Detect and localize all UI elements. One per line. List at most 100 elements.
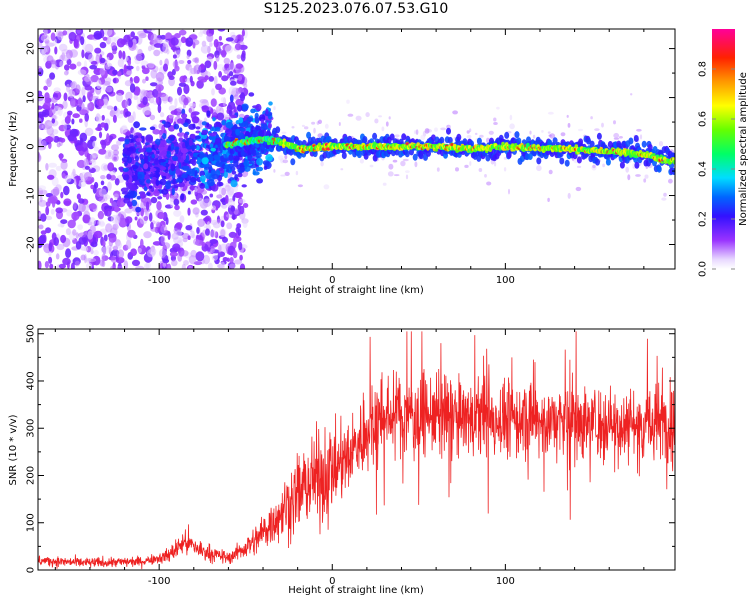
heatmap-cell [413, 130, 417, 135]
heatmap-cell [153, 189, 160, 197]
heatmap-cell [103, 96, 109, 106]
heatmap-cell [39, 46, 48, 55]
heatmap-cell [67, 110, 73, 116]
heatmap-cell [63, 123, 67, 132]
heatmap-cell [149, 114, 156, 121]
heatmap-cell [166, 151, 172, 158]
chart-title: S125.2023.076.07.53.G10 [263, 1, 449, 17]
heatmap-cell [211, 254, 218, 261]
heatmap-cell [256, 178, 263, 184]
heatmap-cell [98, 148, 107, 155]
heatmap-cell [213, 60, 218, 70]
heatmap-cell [158, 212, 165, 220]
heatmap-cell [113, 105, 118, 111]
heatmap-cell [40, 34, 50, 42]
heatmap-cell [509, 114, 513, 121]
heatmap-cell [318, 119, 322, 125]
heatmap-cell [254, 125, 262, 131]
heatmap-cell [216, 194, 223, 199]
heatmap-cell [577, 165, 582, 168]
heatmap-cell [338, 122, 341, 126]
heatmap-cell [389, 133, 395, 141]
heatmap-cell [79, 118, 83, 123]
heatmap-cell [414, 161, 418, 168]
heatmap-cell [67, 219, 76, 229]
colorbar-gradient [712, 29, 735, 269]
heatmap-cell [39, 234, 46, 245]
heatmap-cell [170, 197, 174, 208]
heatmap-cell [90, 241, 98, 248]
heatmap-cell [169, 114, 174, 120]
heatmap-cell [179, 215, 185, 223]
heatmap-cell [249, 160, 255, 164]
heatmap-cell [601, 122, 604, 128]
heatmap-cell [225, 37, 234, 42]
heatmap-cell [137, 174, 143, 179]
heatmap-cell [77, 97, 83, 107]
heatmap-cell [104, 29, 113, 37]
heatmap-cell [119, 125, 128, 134]
heatmap-cell [188, 255, 197, 265]
heatmap-cell [241, 103, 249, 111]
heatmap-cell [404, 150, 410, 158]
heatmap-cell [72, 113, 80, 119]
heatmap-cell [90, 177, 95, 183]
heatmap-cell [95, 115, 103, 123]
heatmap-cell [140, 60, 149, 67]
heatmap-cell [243, 160, 250, 167]
heatmap-cell [313, 127, 316, 134]
heatmap-cell [173, 209, 182, 217]
heatmap-cell [220, 229, 226, 237]
heatmap-cell [93, 30, 103, 40]
heatmap-cell [324, 123, 329, 129]
heatmap-cell [181, 113, 188, 119]
heatmap-cell [221, 49, 227, 58]
heatmap-cell [45, 201, 51, 207]
heatmap-cell [65, 228, 71, 236]
heatmap-cell [189, 75, 193, 83]
heatmap-cell [369, 164, 374, 168]
heatmap-cell [73, 38, 79, 49]
heatmap-cell [244, 130, 250, 138]
heatmap-cell [62, 257, 71, 265]
heatmap-cell [98, 188, 107, 197]
heatmap-cell [221, 75, 229, 82]
heatmap-cell [153, 49, 161, 57]
heatmap-cell [387, 171, 394, 177]
heatmap-cell [618, 136, 623, 139]
heatmap-cell [263, 165, 268, 170]
heatmap-cell [143, 215, 149, 221]
heatmap-cell [434, 127, 438, 132]
heatmap-cell [476, 137, 482, 145]
heatmap-cell [236, 104, 243, 112]
heatmap-cell [532, 134, 536, 139]
heatmap-cell [547, 131, 551, 134]
heatmap-cell [56, 243, 65, 251]
heatmap-cell [567, 192, 571, 199]
heatmap-cell [559, 157, 565, 165]
heatmap-cell [162, 242, 171, 250]
heatmap-cell [147, 62, 155, 69]
heatmap-cell [215, 83, 223, 91]
heatmap-cell [152, 88, 159, 98]
heatmap-cell [261, 129, 267, 137]
heatmap-cell [284, 154, 288, 160]
heatmap-cell [77, 203, 86, 213]
heatmap-cell [216, 112, 225, 121]
heatmap-cell [101, 140, 107, 150]
snr-x-tick-label: 0 [329, 576, 335, 587]
heatmap-cell [84, 85, 93, 91]
heatmap-cell [38, 224, 44, 230]
heatmap-cell [193, 65, 197, 75]
heatmap-cell [222, 257, 228, 262]
heatmap-cell [202, 254, 210, 265]
heatmap-cell [38, 105, 43, 110]
heatmap-cell [64, 64, 70, 71]
heatmap-cell [198, 197, 203, 205]
heatmap-cell [97, 220, 101, 226]
heatmap-cell [221, 203, 228, 209]
heatmap-cell [210, 108, 214, 114]
heatmap-cell [96, 79, 102, 90]
heatmap-cell [165, 217, 169, 225]
